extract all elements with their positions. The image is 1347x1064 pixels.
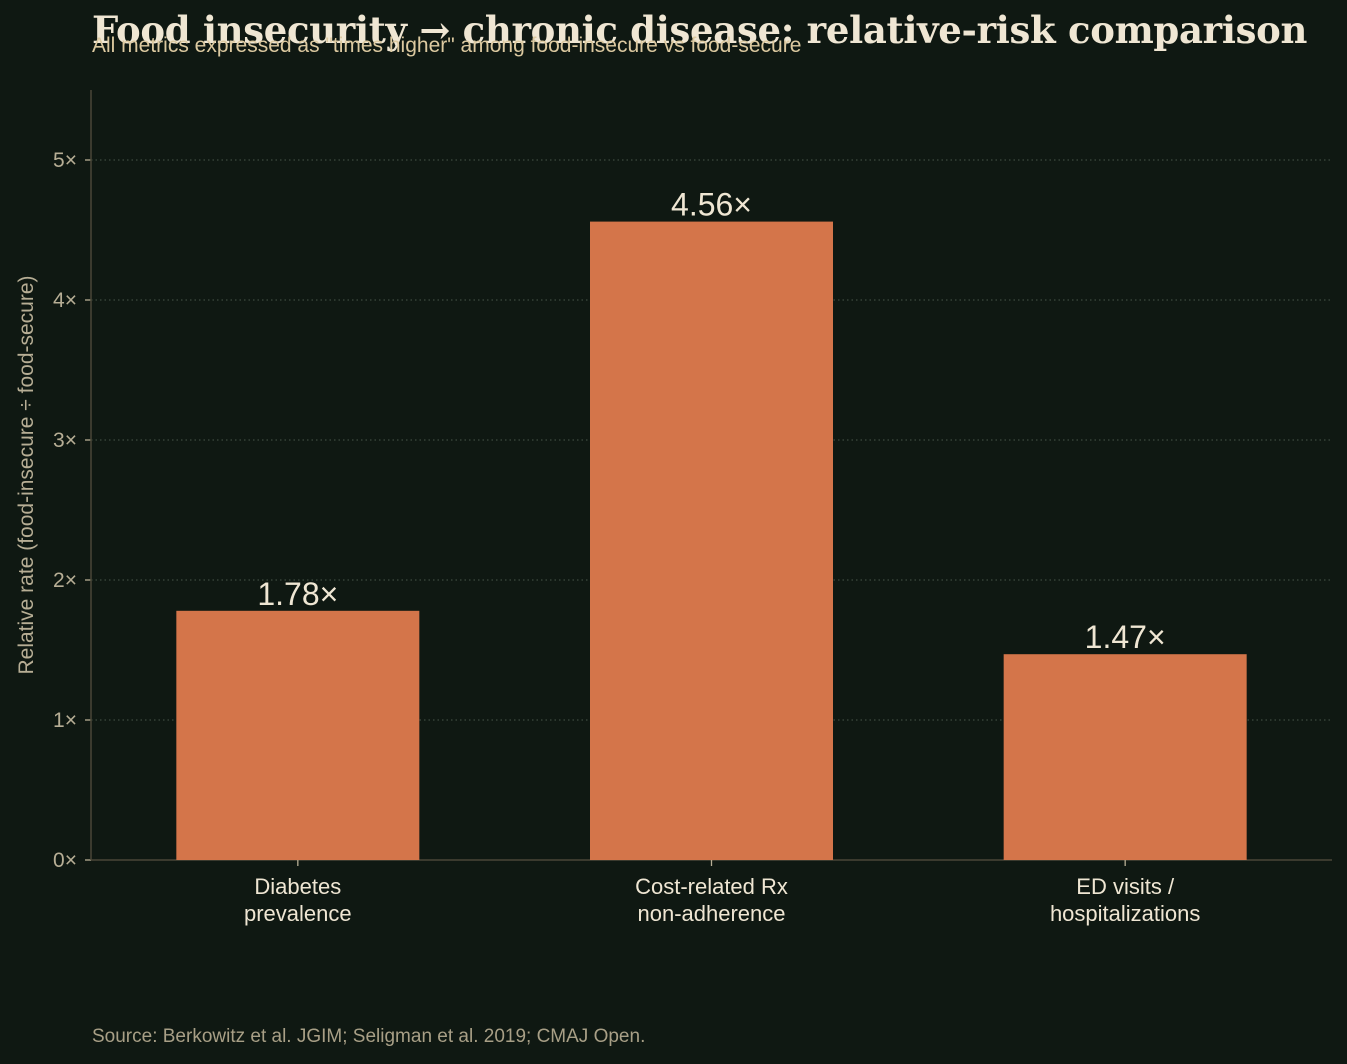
y-tick-label: 0× bbox=[53, 849, 77, 872]
x-category-label: prevalence bbox=[244, 901, 352, 926]
bar bbox=[1003, 654, 1247, 860]
source-note: Source: Berkowitz et al. JGIM; Seligman … bbox=[92, 1026, 646, 1047]
x-category-label: hospitalizations bbox=[1050, 901, 1200, 926]
bars bbox=[176, 221, 1247, 861]
x-category-label: ED visits / bbox=[1076, 874, 1175, 899]
bar-value-label: 1.47× bbox=[1085, 619, 1166, 655]
y-tick-label: 2× bbox=[53, 569, 77, 592]
y-tick-label: 5× bbox=[53, 149, 77, 172]
x-category-label: Diabetes bbox=[254, 874, 341, 899]
chart-subtitle: All metrics expressed as "times higher" … bbox=[92, 34, 802, 57]
bar-value-label: 1.78× bbox=[257, 576, 338, 612]
x-category-label: Cost-related Rx bbox=[635, 874, 788, 899]
bar-value-label: 4.56× bbox=[671, 187, 752, 223]
y-tick-label: 3× bbox=[53, 429, 77, 452]
y-tick-label: 4× bbox=[53, 289, 77, 312]
bar bbox=[590, 221, 833, 861]
y-axis-label: Relative rate (food-insecure ÷ food-secu… bbox=[15, 275, 38, 674]
y-tick-label: 1× bbox=[53, 709, 77, 732]
bar bbox=[176, 610, 420, 860]
chart-title: Food insecurity → chronic disease: relat… bbox=[92, 8, 1308, 52]
x-category-label: non-adherence bbox=[637, 901, 785, 926]
